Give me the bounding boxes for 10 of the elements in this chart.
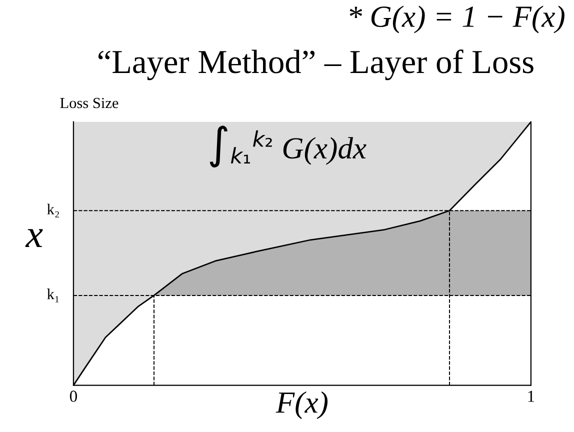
annotation: ∫$_{k₁}$$^{k₂}$ G(x)dx	[210, 126, 366, 168]
x-axis-title: F(x)	[276, 391, 328, 420]
chart-title: “Layer Method” – Layer of Loss	[98, 49, 534, 80]
ref-line-label: k₁	[47, 288, 59, 302]
text: * G(x) = 1 − F(x)	[350, 6, 564, 34]
y-axis-title: Loss Size	[60, 98, 118, 108]
text: x	[25, 229, 43, 247]
ref-line-label: k₂	[47, 204, 59, 218]
x-tick-label: 1	[528, 390, 534, 402]
x-tick-label: 0	[70, 390, 78, 402]
